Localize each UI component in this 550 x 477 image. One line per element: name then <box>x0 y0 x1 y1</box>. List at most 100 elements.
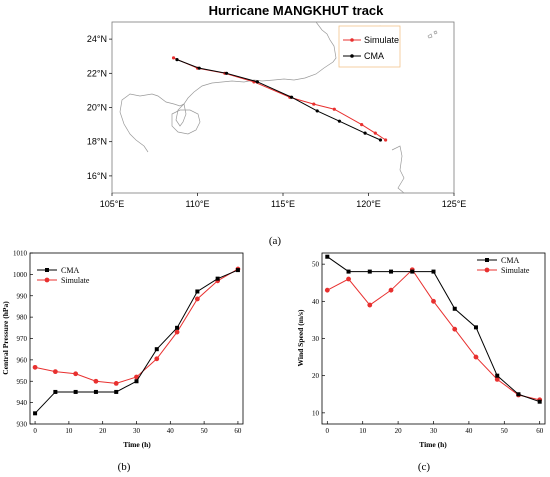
y-tick-label: 980 <box>17 314 28 322</box>
panel-a-ticks: 105°E 110°E 115°E 120°E 125°E 16°N 18°N 20°N 22°… <box>87 34 466 209</box>
x-tick-label: 60 <box>536 427 544 435</box>
y-tick-label: 930 <box>17 421 28 429</box>
y-tick-label: 20°N <box>87 103 107 113</box>
series-line-simulate <box>34 268 239 384</box>
data-point-simulate <box>93 378 99 384</box>
series-line-cma <box>327 256 540 403</box>
panel-a-legend: Simulate CMA <box>338 25 401 68</box>
panel-c-wind: 0 10 20 30 40 50 60 10 20 30 40 50 Time (h) Wind Sp… <box>296 252 546 473</box>
small-island-2 <box>433 30 438 35</box>
data-point-simulate <box>367 302 373 308</box>
panel-label-a: (a) <box>269 235 282 247</box>
y-tick-label: 1000 <box>13 271 28 279</box>
data-point-cma <box>410 269 415 274</box>
y-tick-label: 50 <box>312 261 320 269</box>
legend-marker-simulate <box>484 267 490 273</box>
data-point-simulate <box>32 364 38 370</box>
data-point-cma <box>33 411 38 416</box>
y-tick-label: 16°N <box>87 171 107 181</box>
panel-b-series <box>32 266 241 416</box>
legend-marker-cma <box>350 54 354 58</box>
legend-label-simulate: Simulate <box>364 35 399 45</box>
data-point-simulate <box>324 287 330 293</box>
x-tick-label: 120°E <box>356 199 381 209</box>
x-tick-label: 0 <box>326 427 330 435</box>
data-point-cma <box>367 269 372 274</box>
data-point-cma <box>537 399 542 404</box>
x-tick-label: 20 <box>99 427 107 435</box>
x-tick-label: 40 <box>167 427 175 435</box>
x-tick-label: 10 <box>65 427 73 435</box>
legend-label-simulate: Simulate <box>501 266 530 275</box>
data-point-cma <box>73 389 78 394</box>
data-point-simulate <box>134 374 139 380</box>
x-tick-label: 50 <box>201 427 209 435</box>
x-tick-label: 40 <box>465 427 473 435</box>
data-point-simulate <box>113 380 119 386</box>
data-point-simulate <box>52 369 58 375</box>
data-point-simulate <box>452 326 458 332</box>
y-tick-label: 30 <box>312 335 320 343</box>
legend-marker-simulate <box>350 38 354 42</box>
data-point-simulate <box>473 354 479 360</box>
data-point-simulate <box>174 329 180 335</box>
data-point-simulate <box>346 276 351 282</box>
data-point-cma <box>495 373 500 378</box>
y-tick-label: 990 <box>17 292 28 300</box>
x-tick-label: 20 <box>395 427 403 435</box>
x-tick-label: 30 <box>133 427 141 435</box>
data-point-simulate <box>494 376 500 382</box>
track-point-simulate <box>171 56 176 60</box>
y-tick-label: 10 <box>312 409 320 417</box>
data-point-cma <box>53 389 58 394</box>
data-point-simulate <box>154 356 160 362</box>
leizhou-peninsula <box>175 103 187 127</box>
data-point-cma <box>114 389 119 394</box>
panel-label-c: (c) <box>418 461 431 473</box>
panel-b-ylabel: Central Pressure (hPa) <box>1 301 10 375</box>
track-point-cma <box>315 109 319 113</box>
x-tick-label: 105°E <box>100 199 125 209</box>
track-point-cma <box>224 71 229 75</box>
data-point-cma <box>175 325 180 330</box>
panel-c-xlabel: Time (h) <box>419 440 447 449</box>
data-point-cma <box>215 276 220 281</box>
y-tick-label: 940 <box>17 399 28 407</box>
y-tick-label: 960 <box>17 356 28 364</box>
panel-b-legend: CMA Simulate <box>37 266 90 285</box>
panel-c-legend: CMA Simulate <box>477 256 530 275</box>
x-tick-label: 110°E <box>186 199 210 209</box>
x-tick-label: 50 <box>501 427 509 435</box>
china-mainland-coast <box>119 21 337 153</box>
track-point-cma <box>255 80 259 84</box>
data-point-cma <box>325 254 330 259</box>
x-tick-label: 30 <box>430 427 438 435</box>
data-point-simulate <box>431 298 436 304</box>
legend-label-cma: CMA <box>364 51 384 61</box>
y-tick-label: 18°N <box>87 137 107 147</box>
data-point-cma <box>389 269 394 274</box>
track-point-cma <box>197 66 201 70</box>
track-point-simulate <box>373 131 377 135</box>
panel-b-ticks: 0 10 20 30 40 50 60 930 940 950 960 970 980 990 1000 10… <box>13 250 242 436</box>
track-cma <box>175 58 383 142</box>
panel-a-title: Hurricane MANGKHUT track <box>209 3 385 18</box>
data-point-cma <box>134 379 139 384</box>
y-tick-label: 24°N <box>87 34 107 44</box>
panel-c-ticks: 0 10 20 30 40 50 60 10 20 30 40 50 <box>312 261 544 435</box>
luzon-island <box>391 145 405 194</box>
y-tick-label: 950 <box>17 378 28 386</box>
panel-label-b: (b) <box>118 461 131 473</box>
data-point-cma <box>154 347 159 352</box>
data-point-cma <box>516 392 521 397</box>
track-point-cma <box>378 138 383 142</box>
track-point-cma <box>363 131 367 135</box>
legend-box <box>338 25 401 68</box>
x-tick-label: 115°E <box>271 199 295 209</box>
panel-c-series <box>324 254 543 404</box>
legend-marker-cma <box>485 258 489 262</box>
track-point-simulate <box>360 123 364 127</box>
y-tick-label: 40 <box>312 298 320 306</box>
data-point-cma <box>452 306 457 311</box>
